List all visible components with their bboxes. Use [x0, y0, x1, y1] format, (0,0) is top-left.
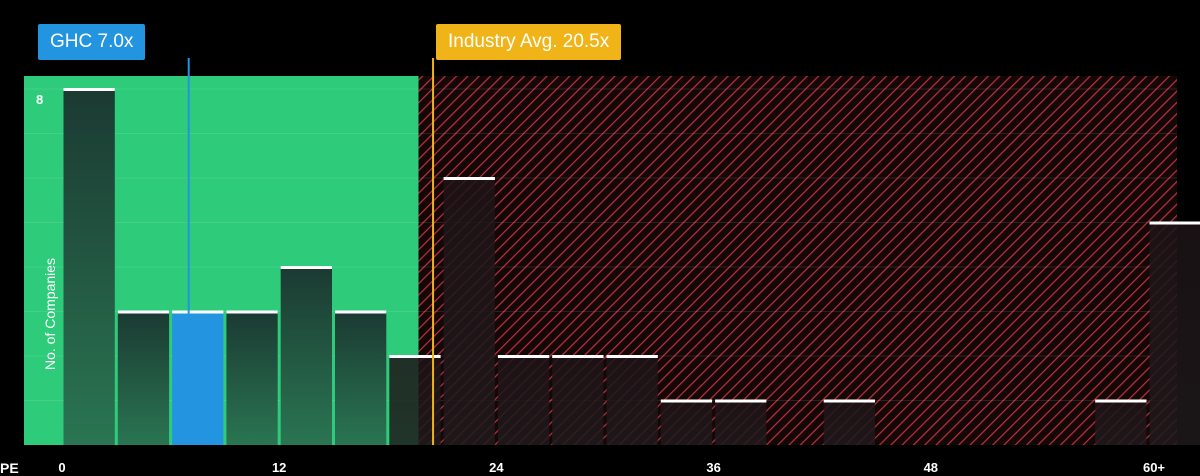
histogram-bar	[606, 356, 658, 445]
y-tick-label: 8	[36, 92, 44, 107]
x-tick-label: 12	[271, 460, 287, 475]
bar-top-cap	[63, 88, 115, 91]
bar-top-cap	[280, 266, 332, 269]
bar-top-cap	[1149, 221, 1200, 225]
histogram-bar	[823, 400, 875, 445]
histogram-bar	[1149, 222, 1200, 445]
bar-top-cap	[552, 355, 604, 358]
histogram-bar	[1095, 400, 1147, 445]
bar-top-cap	[1095, 399, 1147, 403]
histogram-bar	[117, 311, 170, 445]
histogram-bar	[280, 267, 332, 445]
bar-top-cap	[606, 355, 658, 358]
bar-top-cap	[660, 399, 713, 403]
industry-avg-callout: Industry Avg. 20.5x	[436, 24, 622, 60]
histogram-bar	[226, 311, 278, 445]
histogram-bar	[660, 400, 713, 445]
bar-top-cap	[497, 355, 550, 358]
histogram-bars	[63, 88, 1200, 445]
x-tick-label: 48	[923, 460, 939, 475]
x-tick-label: 24	[489, 460, 504, 475]
subject-bin-bar	[172, 311, 224, 445]
subject-callout: GHC 7.0x	[38, 24, 146, 60]
bar-top-cap	[715, 399, 767, 403]
bar-top-cap	[226, 310, 278, 314]
bar-top-cap	[335, 310, 387, 314]
histogram-bar	[497, 356, 550, 445]
bar-top-cap	[172, 310, 224, 314]
histogram-bar	[552, 356, 604, 445]
histogram-bar	[335, 311, 387, 445]
y-axis-label: No. of Companies	[42, 257, 58, 370]
x-axis-label: PE	[0, 460, 19, 476]
x-tick-label: 36	[706, 460, 721, 475]
bar-top-cap	[117, 310, 170, 314]
bar-top-cap	[823, 399, 875, 403]
bar-top-cap	[443, 177, 495, 180]
gridlines	[24, 88, 1177, 401]
x-tick-label: 60+	[1142, 460, 1166, 475]
bar-top-cap	[389, 355, 441, 358]
histogram-bar	[443, 178, 495, 445]
histogram-bar	[63, 89, 115, 445]
histogram-bar	[715, 400, 767, 445]
x-tick-label: 0	[58, 460, 66, 475]
